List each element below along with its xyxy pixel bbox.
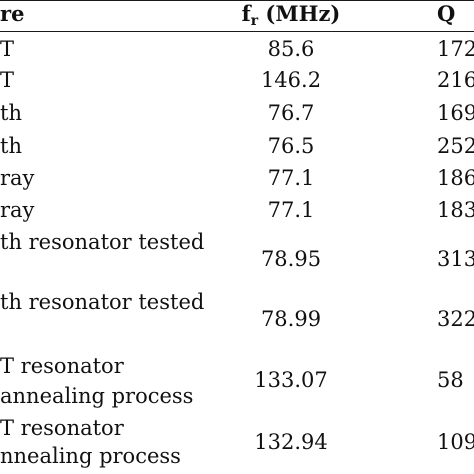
header-fr-symbol: f — [241, 1, 251, 26]
row-10-fr: 132.94 — [254, 430, 328, 454]
row-10-structure-line-1: T resonator — [0, 416, 124, 440]
header-rule — [0, 31, 474, 32]
row-3-q: 169 — [437, 101, 474, 125]
row-8-q: 322 — [437, 307, 474, 331]
row-5-fr: 77.1 — [267, 166, 315, 190]
row-6-fr: 77.1 — [267, 198, 315, 222]
row-7-fr: 78.95 — [260, 247, 322, 271]
row-5-q: 186 — [437, 166, 474, 190]
row-2-structure: T — [0, 68, 15, 92]
row-10-structure-line-2: nnealing process — [0, 444, 181, 468]
row-2-q: 216 — [437, 68, 474, 92]
row-5-structure: ray — [0, 166, 35, 190]
row-2-fr: 146.2 — [260, 68, 322, 92]
row-9-q: 58 — [437, 368, 464, 392]
row-1-structure: T — [0, 37, 15, 61]
row-6-q: 183 — [437, 198, 474, 222]
header-quality-factor: Q — [437, 1, 456, 26]
row-6-structure: ray — [0, 198, 35, 222]
row-1-q: 172 — [437, 37, 474, 61]
row-9-structure-line-1: T resonator — [0, 354, 124, 378]
row-4-structure: th — [0, 134, 22, 158]
header-fr-subscript: r — [250, 13, 259, 29]
row-9-structure-line-2: annealing process — [0, 384, 194, 408]
row-3-fr: 76.7 — [267, 101, 315, 125]
row-7-structure-line-1: th resonator tested — [0, 230, 205, 254]
row-10-q: 109 — [437, 430, 474, 454]
table-top-rule — [0, 0, 474, 1]
row-7-q: 313 — [437, 247, 474, 271]
row-8-structure-line-1: th resonator tested — [0, 290, 205, 314]
header-fr-unit: (MHz) — [258, 1, 341, 26]
row-8-fr: 78.99 — [260, 307, 322, 331]
row-9-fr: 133.07 — [254, 368, 328, 392]
row-4-q: 252 — [437, 134, 474, 158]
row-1-fr: 85.6 — [267, 37, 315, 61]
header-structure: re — [0, 1, 25, 26]
row-3-structure: th — [0, 101, 22, 125]
row-4-fr: 76.5 — [267, 134, 315, 158]
header-resonant-frequency: fr (MHz) — [240, 2, 342, 33]
